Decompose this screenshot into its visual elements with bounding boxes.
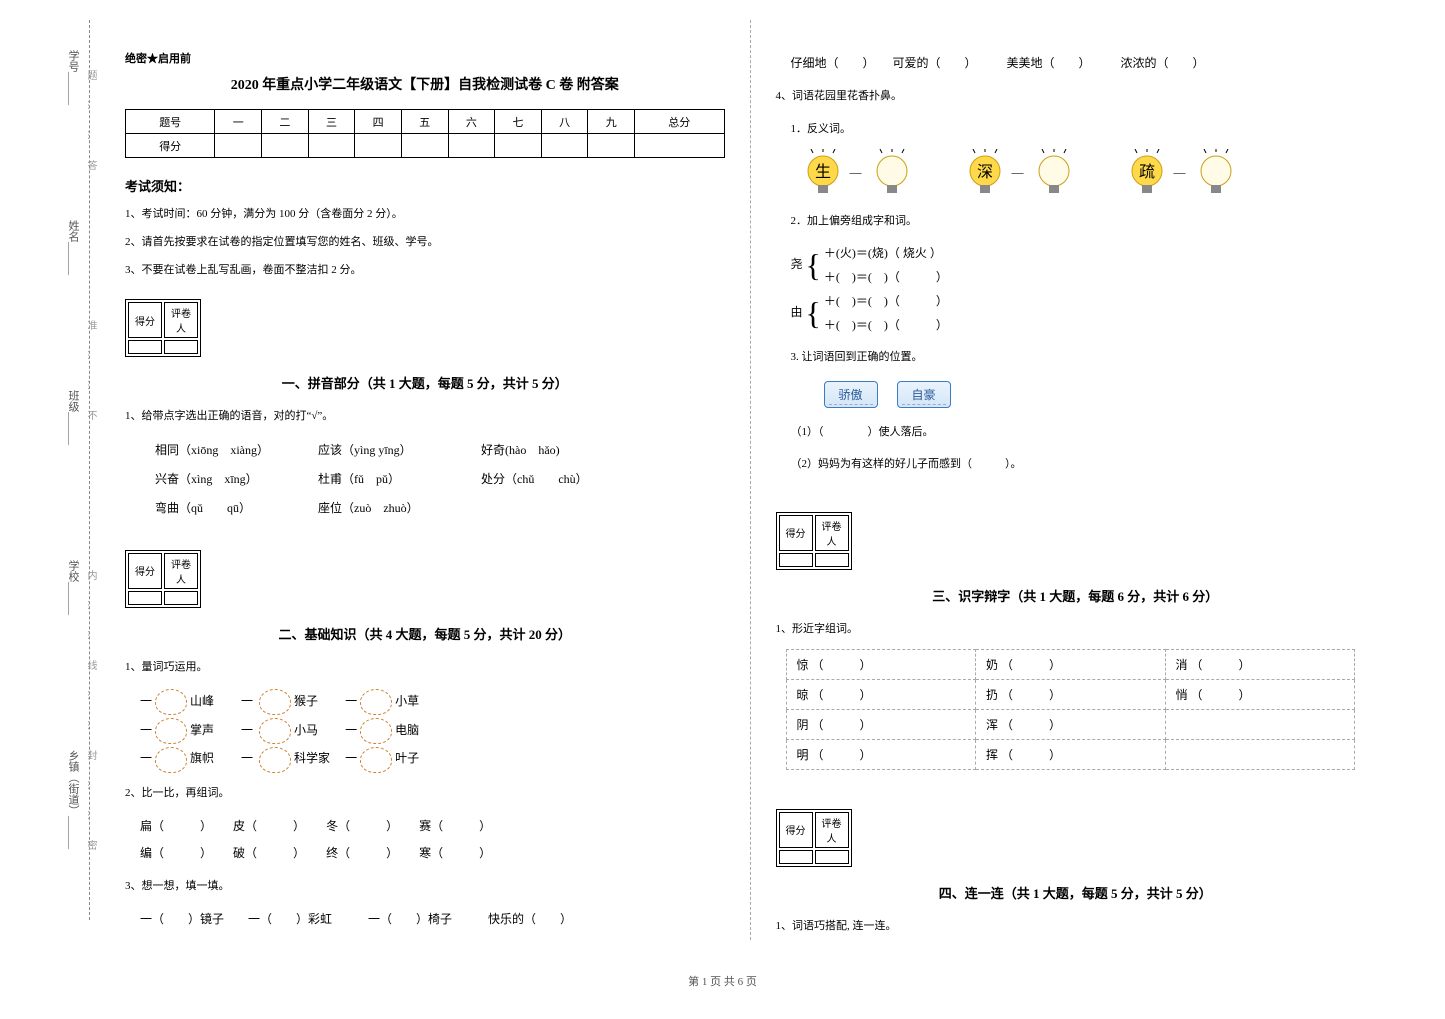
pinyin-row: 兴奋（xìng xīng） 杜甫（fǔ pǔ） 处分（chǔ chù）: [125, 465, 725, 494]
pinyin-row: 相同（xiōng xiàng） 应该（yìng yīng） 好奇(hào hǎo…: [125, 436, 725, 465]
question-stem: 2、比一比，再组词。: [125, 781, 725, 805]
notice-item: 3、不要在试卷上乱写乱画，卷面不整洁扣 2 分。: [125, 259, 725, 281]
score-header: 九: [588, 110, 635, 134]
question-stem: 4、词语花园里花香扑鼻。: [776, 84, 1376, 108]
radical-block: 尧 { ＋(火)＝(烧)（ 烧火 ） ＋( )＝( )（ ）: [776, 241, 1376, 289]
fill-row: 仔细地（ ） 可爱的（ ） 美美地（ ） 浓浓的（ ）: [776, 50, 1376, 76]
grade-box: 得分评卷人: [776, 809, 852, 867]
notice-title: 考试须知：: [125, 176, 725, 195]
cloud-blank-icon: [155, 718, 187, 744]
brace-icon: {: [806, 249, 821, 281]
cloud-blank-icon: [259, 689, 291, 715]
right-column: 仔细地（ ） 可爱的（ ） 美美地（ ） 浓浓的（ ） 4、词语花园里花香扑鼻。…: [750, 20, 1401, 940]
grader-label: 评卷人: [815, 515, 849, 551]
cloud-blank-icon: [360, 689, 392, 715]
score-row-label: 得分: [126, 134, 215, 158]
score-header-row: 题号 一 二 三 四 五 六 七 八 九 总分: [126, 110, 725, 134]
exam-title: 2020 年重点小学二年级语文【下册】自我检测试卷 C 卷 附答案: [125, 74, 725, 94]
bulb-icon: 疏: [1126, 149, 1168, 197]
pinyin-row: 弯曲（qǔ qū） 座位（zuò zhuò）: [125, 494, 725, 523]
score-header: 八: [541, 110, 588, 134]
score-header: 七: [495, 110, 542, 134]
grader-label: 评卷人: [164, 302, 198, 338]
grade-box: 得分评卷人: [776, 512, 852, 570]
notice-item: 1、考试时间：60 分钟，满分为 100 分（含卷面分 2 分）。: [125, 203, 725, 225]
bulb-icon: 深: [964, 149, 1006, 197]
compare-row: 编（ ） 破（ ） 终（ ） 寒（ ）: [125, 840, 725, 866]
bulb-icon: [1033, 149, 1075, 197]
binding-field-id: 学号______: [65, 50, 81, 105]
grade-label: 得分: [779, 515, 813, 551]
binding-seal-text: 题……答: [83, 70, 98, 190]
sub-line: （1）（ ）使人落后。: [776, 420, 1376, 444]
question-stem: 3、想一想，填一填。: [125, 874, 725, 898]
notice-item: 2、请首先按要求在试卷的指定位置填写您的姓名、班级、学号。: [125, 231, 725, 253]
left-column: 绝密★启用前 2020 年重点小学二年级语文【下册】自我检测试卷 C 卷 附答案…: [100, 20, 750, 940]
grader-label: 评卷人: [164, 553, 198, 589]
svg-text:深: 深: [977, 163, 993, 181]
brace-icon: {: [806, 297, 821, 329]
binding-field-town: 乡镇（街道）______: [65, 750, 81, 849]
score-header: 一: [215, 110, 262, 134]
grade-box: 得分评卷人: [125, 299, 201, 357]
binding-seal-text: 内……线……封……密: [83, 570, 98, 870]
bulb-icon: [1195, 149, 1237, 197]
word-box: 自豪: [897, 381, 951, 408]
grade-label: 得分: [128, 302, 162, 338]
section-2-title: 二、基础知识（共 4 大题，每题 5 分，共计 20 分）: [125, 624, 725, 643]
binding-field-school: 学校______: [65, 560, 81, 615]
bulb-row: 生 — 深 — 疏 —: [776, 149, 1376, 197]
grader-label: 评卷人: [815, 812, 849, 848]
page-columns: 绝密★启用前 2020 年重点小学二年级语文【下册】自我检测试卷 C 卷 附答案…: [100, 20, 1400, 940]
question-stem: 1、量词巧运用。: [125, 655, 725, 679]
binding-seal-text: 准……不: [83, 320, 98, 440]
section-4-title: 四、连一连（共 1 大题，每题 5 分，共计 5 分）: [776, 883, 1376, 902]
sub-line: （2）妈妈为有这样的好儿子而感到（ ）。: [776, 452, 1376, 476]
word-box: 骄傲: [824, 381, 878, 408]
score-header: 四: [355, 110, 402, 134]
question-stem: 1、词语巧搭配, 连一连。: [776, 914, 1376, 938]
compare-row: 扁（ ） 皮（ ） 冬（ ） 赛（ ）: [125, 813, 725, 839]
grade-box: 得分评卷人: [125, 550, 201, 608]
word-box-row: 骄傲 自豪: [776, 377, 1376, 412]
cloud-blank-icon: [155, 747, 187, 773]
char-table: 惊 （ ） 奶 （ ） 消 （ ） 晾 （ ） 扔 （ ） 悄 （ ） 阴 （ …: [786, 649, 1356, 770]
fill-row: 一（ ）镜子 一（ ）彩虹 一（ ）椅子 快乐的（ ）: [125, 906, 725, 932]
section-3-title: 三、识字辩字（共 1 大题，每题 6 分，共计 6 分）: [776, 586, 1376, 605]
score-header: 六: [448, 110, 495, 134]
measure-row: 一旗帜 一 科学家 一叶子: [125, 744, 725, 773]
score-header: 总分: [635, 110, 725, 134]
score-header: 二: [262, 110, 309, 134]
measure-row: 一掌声 一 小马 一电脑: [125, 716, 725, 745]
score-header: 题号: [126, 110, 215, 134]
bulb-icon: 生: [802, 149, 844, 197]
page-footer: 第 1 页 共 6 页: [0, 973, 1445, 989]
measure-row: 一山峰 一 猴子 一小草: [125, 687, 725, 716]
svg-text:生: 生: [814, 163, 830, 181]
score-value-row: 得分: [126, 134, 725, 158]
binding-field-class: 班级______: [65, 390, 81, 445]
score-header: 三: [308, 110, 355, 134]
binding-field-name: 姓名______: [65, 220, 81, 275]
cloud-blank-icon: [259, 718, 291, 744]
grade-label: 得分: [779, 812, 813, 848]
cloud-blank-icon: [155, 689, 187, 715]
section-1-title: 一、拼音部分（共 1 大题，每题 5 分，共计 5 分）: [125, 373, 725, 392]
sub-stem: 2．加上偏旁组成字和词。: [776, 209, 1376, 233]
score-table: 题号 一 二 三 四 五 六 七 八 九 总分 得分: [125, 109, 725, 158]
cloud-blank-icon: [360, 747, 392, 773]
confidential-label: 绝密★启用前: [125, 50, 725, 66]
score-header: 五: [401, 110, 448, 134]
radical-block: 由 { ＋( )＝( )（ ） ＋( )＝( )（ ）: [776, 289, 1376, 337]
sub-stem: 1．反义词。: [776, 117, 1376, 141]
question-stem: 1、给带点字选出正确的语音，对的打“√”。: [125, 404, 725, 428]
binding-margin: 学号______ 姓名______ 班级______ 学校______ 乡镇（街…: [35, 20, 90, 920]
grade-label: 得分: [128, 553, 162, 589]
cloud-blank-icon: [360, 718, 392, 744]
sub-stem: 3. 让词语回到正确的位置。: [776, 345, 1376, 369]
cloud-blank-icon: [259, 747, 291, 773]
question-stem: 1、形近字组词。: [776, 617, 1376, 641]
svg-text:疏: 疏: [1139, 163, 1155, 181]
bulb-icon: [871, 149, 913, 197]
